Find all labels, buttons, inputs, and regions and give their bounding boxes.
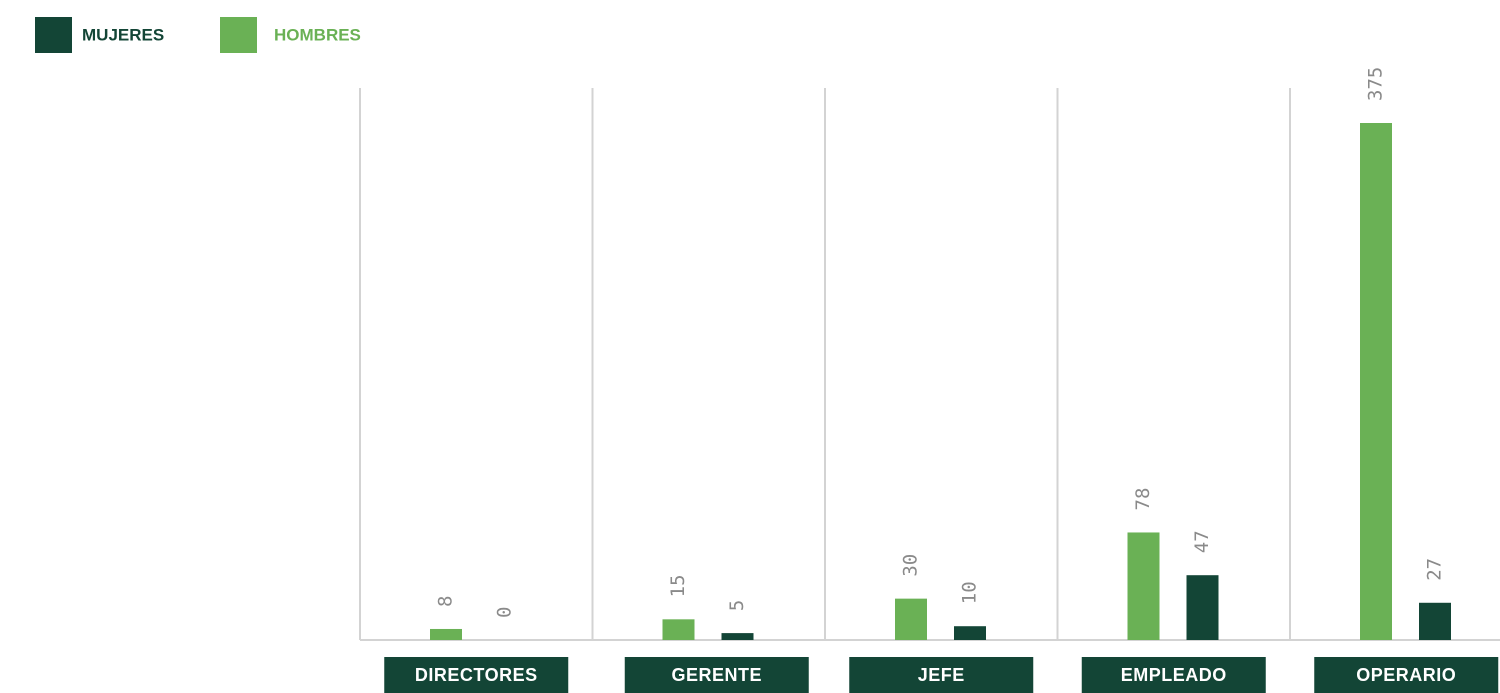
value-label: 78 <box>1132 488 1154 511</box>
bar <box>430 628 462 640</box>
bar <box>662 619 695 640</box>
category-label: DIRECTORES <box>415 665 538 685</box>
value-label: 30 <box>900 554 922 577</box>
bar <box>1419 602 1451 640</box>
category-label: JEFE <box>918 665 965 685</box>
legend-label: MUJERES <box>82 25 164 44</box>
bar <box>1186 575 1219 640</box>
value-label: 47 <box>1191 530 1213 553</box>
value-label: 375 <box>1365 67 1387 101</box>
legend-swatch <box>220 17 257 53</box>
category-box <box>624 657 809 693</box>
category-label: EMPLEADO <box>1121 665 1227 685</box>
bar <box>954 626 986 640</box>
value-label: 5 <box>726 600 748 611</box>
category-box <box>849 657 1034 693</box>
value-label: 10 <box>959 581 981 604</box>
value-label: 27 <box>1424 558 1446 581</box>
category-box <box>384 657 569 693</box>
legend-label: HOMBRES <box>274 25 361 44</box>
bar <box>721 633 754 640</box>
bar <box>1360 123 1392 640</box>
category-label: GERENTE <box>671 665 762 685</box>
value-label: 0 <box>494 607 516 618</box>
category-box <box>1081 657 1266 693</box>
category-label: OPERARIO <box>1356 665 1456 685</box>
legend-swatch <box>35 17 72 53</box>
value-label: 8 <box>435 596 457 607</box>
bar <box>1127 532 1160 640</box>
bar <box>895 598 927 640</box>
category-box <box>1314 657 1499 693</box>
value-label: 15 <box>667 574 689 597</box>
